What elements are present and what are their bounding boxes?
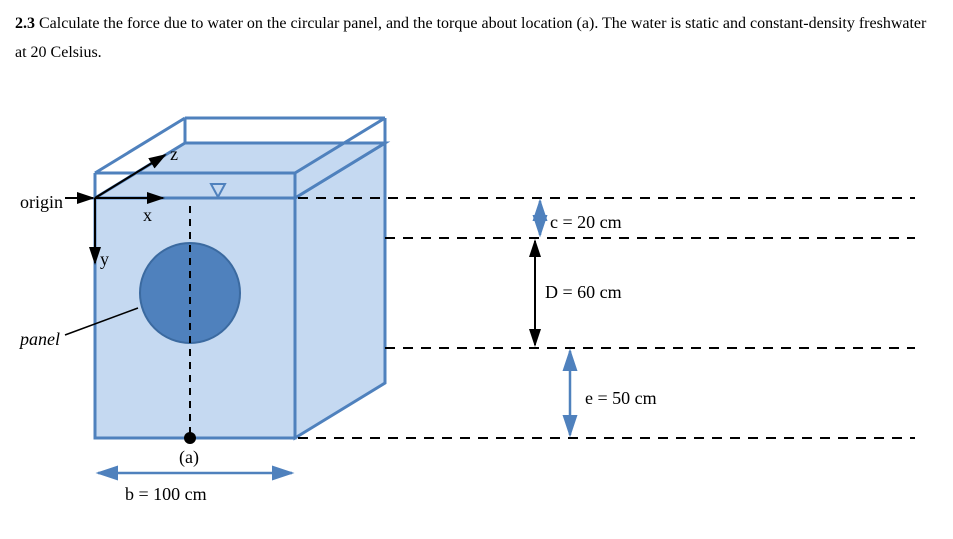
e-dim-label: e = 50 cm xyxy=(585,382,657,414)
problem-number: 2.3 xyxy=(15,15,35,32)
problem-statement: 2.3 Calculate the force due to water on … xyxy=(15,10,938,68)
diagram-svg xyxy=(15,98,935,518)
panel-label: panel xyxy=(20,323,60,355)
d-dim-label: D = 60 cm xyxy=(545,276,622,308)
origin-label: origin xyxy=(20,186,63,218)
b-dim-label: b = 100 cm xyxy=(125,478,207,510)
x-axis-label: x xyxy=(143,199,152,231)
z-axis-label: z xyxy=(170,138,178,170)
y-axis-label: y xyxy=(100,243,109,275)
diagram: origin panel z x y (a) b = 100 cm c = 20… xyxy=(15,98,935,518)
point-a-label: (a) xyxy=(179,441,199,473)
problem-text: Calculate the force due to water on the … xyxy=(15,15,926,61)
c-dim-label: c = 20 cm xyxy=(550,206,622,238)
